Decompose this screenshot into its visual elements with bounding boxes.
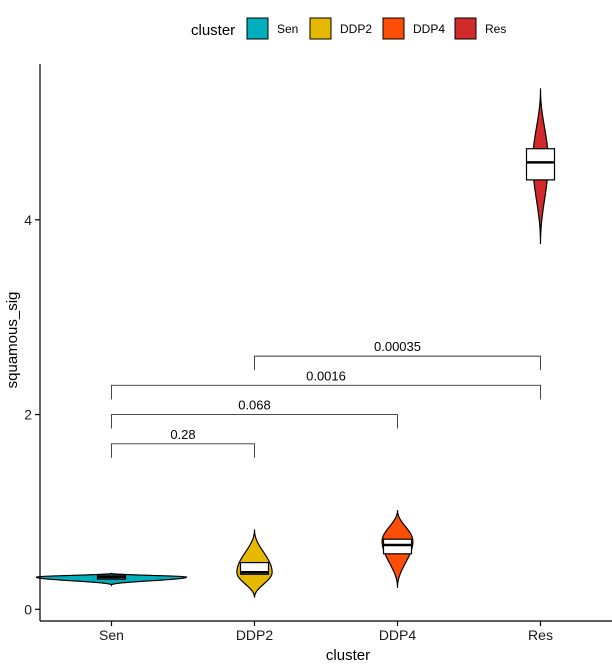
box-res [525, 148, 556, 181]
box-ddp4 [382, 538, 413, 555]
bracket-line [254, 355, 541, 371]
legend-item-sen: Sen [246, 17, 298, 40]
y-tick-label: 2 [24, 407, 32, 423]
bracket-line [111, 414, 398, 429]
y-tick-label: 0 [24, 601, 32, 617]
box-ddp2 [239, 561, 270, 575]
legend-title: cluster [191, 22, 235, 39]
legend-swatch-ddp2 [309, 17, 332, 40]
p-value-label: 0.0016 [306, 368, 346, 383]
legend-label-res: Res [485, 22, 506, 36]
legend-swatch-res [454, 17, 477, 40]
x-tick-label-ddp2: DDP2 [236, 627, 274, 643]
p-value-label: 0.00035 [374, 339, 421, 354]
legend-item-res: Res [454, 17, 506, 40]
legend-item-ddp4: DDP4 [382, 17, 445, 40]
x-tick-label-ddp4: DDP4 [379, 627, 417, 643]
y-axis-title: squamous_sig [4, 292, 21, 389]
x-axis-title: cluster [326, 647, 370, 664]
legend-swatch-sen [246, 17, 269, 40]
legend-label-sen: Sen [277, 22, 298, 36]
p-value-label: 0.068 [238, 398, 271, 413]
y-tick-label: 4 [24, 212, 32, 228]
legend-swatch-ddp4 [382, 17, 405, 40]
legend-label-ddp4: DDP4 [413, 22, 445, 36]
p-value-label: 0.28 [170, 427, 195, 442]
legend-item-ddp2: DDP2 [309, 17, 372, 40]
legend: cluster Sen DDP2 DDP4 Res [191, 17, 506, 40]
comparison-bracket-3: 0.0016 [111, 368, 541, 400]
comparison-bracket-4: 0.00035 [254, 339, 541, 371]
x-tick-label-res: Res [528, 627, 553, 643]
comparison-bracket-2: 0.068 [111, 398, 398, 429]
bracket-line [111, 384, 541, 400]
legend-label-ddp2: DDP2 [340, 22, 372, 36]
x-tick-label-sen: Sen [99, 627, 124, 643]
comparison-bracket-1: 0.28 [111, 427, 255, 458]
bracket-line [111, 443, 255, 458]
